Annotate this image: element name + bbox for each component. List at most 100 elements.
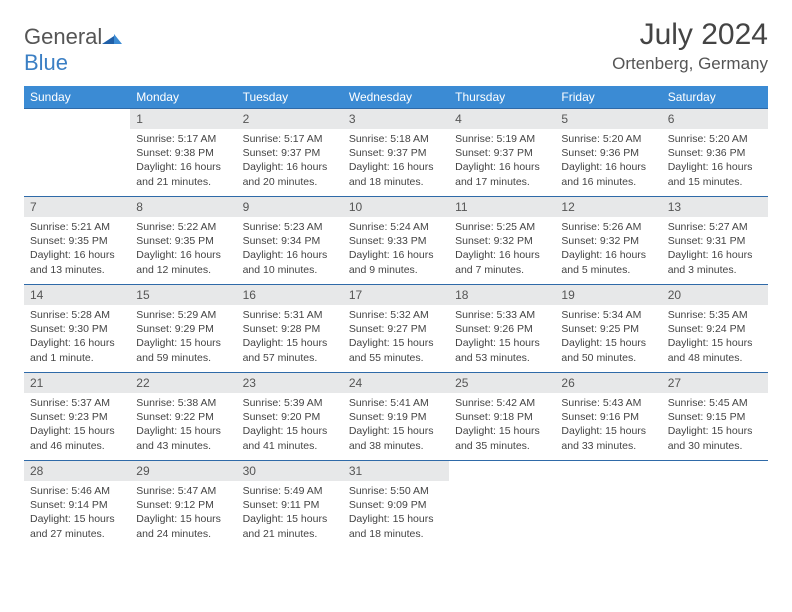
calendar-day-cell: 7Sunrise: 5:21 AMSunset: 9:35 PMDaylight… — [24, 197, 130, 285]
day-details: Sunrise: 5:23 AMSunset: 9:34 PMDaylight:… — [237, 217, 343, 281]
daylight-text: Daylight: 15 hours and 24 minutes. — [136, 512, 230, 540]
day-details: Sunrise: 5:39 AMSunset: 9:20 PMDaylight:… — [237, 393, 343, 457]
day-details: Sunrise: 5:42 AMSunset: 9:18 PMDaylight:… — [449, 393, 555, 457]
day-number — [662, 461, 768, 467]
day-number — [24, 109, 130, 115]
sunset-text: Sunset: 9:37 PM — [455, 146, 549, 160]
daylight-text: Daylight: 15 hours and 30 minutes. — [668, 424, 762, 452]
day-number — [555, 461, 661, 467]
sunset-text: Sunset: 9:25 PM — [561, 322, 655, 336]
calendar-day-cell: 2Sunrise: 5:17 AMSunset: 9:37 PMDaylight… — [237, 109, 343, 197]
sunset-text: Sunset: 9:30 PM — [30, 322, 124, 336]
month-title: July 2024 — [612, 18, 768, 52]
daylight-text: Daylight: 16 hours and 9 minutes. — [349, 248, 443, 276]
calendar-header-row: SundayMondayTuesdayWednesdayThursdayFrid… — [24, 86, 768, 109]
day-details: Sunrise: 5:25 AMSunset: 9:32 PMDaylight:… — [449, 217, 555, 281]
sunrise-text: Sunrise: 5:34 AM — [561, 308, 655, 322]
daylight-text: Daylight: 16 hours and 13 minutes. — [30, 248, 124, 276]
sunset-text: Sunset: 9:35 PM — [30, 234, 124, 248]
daylight-text: Daylight: 16 hours and 3 minutes. — [668, 248, 762, 276]
sunrise-text: Sunrise: 5:37 AM — [30, 396, 124, 410]
day-details: Sunrise: 5:38 AMSunset: 9:22 PMDaylight:… — [130, 393, 236, 457]
daylight-text: Daylight: 16 hours and 1 minute. — [30, 336, 124, 364]
sunset-text: Sunset: 9:38 PM — [136, 146, 230, 160]
calendar-day-cell: 23Sunrise: 5:39 AMSunset: 9:20 PMDayligh… — [237, 373, 343, 461]
calendar-day-cell: 16Sunrise: 5:31 AMSunset: 9:28 PMDayligh… — [237, 285, 343, 373]
day-number: 6 — [662, 109, 768, 129]
day-details: Sunrise: 5:46 AMSunset: 9:14 PMDaylight:… — [24, 481, 130, 545]
weekday-header: Thursday — [449, 86, 555, 109]
sunset-text: Sunset: 9:36 PM — [561, 146, 655, 160]
day-details: Sunrise: 5:21 AMSunset: 9:35 PMDaylight:… — [24, 217, 130, 281]
calendar-table: SundayMondayTuesdayWednesdayThursdayFrid… — [24, 86, 768, 549]
day-number: 9 — [237, 197, 343, 217]
calendar-day-cell: 29Sunrise: 5:47 AMSunset: 9:12 PMDayligh… — [130, 461, 236, 549]
day-details: Sunrise: 5:17 AMSunset: 9:38 PMDaylight:… — [130, 129, 236, 193]
calendar-day-cell: 10Sunrise: 5:24 AMSunset: 9:33 PMDayligh… — [343, 197, 449, 285]
day-number: 4 — [449, 109, 555, 129]
daylight-text: Daylight: 15 hours and 53 minutes. — [455, 336, 549, 364]
calendar-day-cell: 15Sunrise: 5:29 AMSunset: 9:29 PMDayligh… — [130, 285, 236, 373]
calendar-day-cell: 22Sunrise: 5:38 AMSunset: 9:22 PMDayligh… — [130, 373, 236, 461]
sunrise-text: Sunrise: 5:31 AM — [243, 308, 337, 322]
day-details: Sunrise: 5:24 AMSunset: 9:33 PMDaylight:… — [343, 217, 449, 281]
calendar-week-row: 1Sunrise: 5:17 AMSunset: 9:38 PMDaylight… — [24, 109, 768, 197]
logo-mark-icon — [102, 24, 122, 50]
sunset-text: Sunset: 9:37 PM — [243, 146, 337, 160]
weekday-header: Saturday — [662, 86, 768, 109]
sunset-text: Sunset: 9:12 PM — [136, 498, 230, 512]
daylight-text: Daylight: 16 hours and 12 minutes. — [136, 248, 230, 276]
day-details: Sunrise: 5:29 AMSunset: 9:29 PMDaylight:… — [130, 305, 236, 369]
day-number: 13 — [662, 197, 768, 217]
daylight-text: Daylight: 16 hours and 21 minutes. — [136, 160, 230, 188]
sunset-text: Sunset: 9:15 PM — [668, 410, 762, 424]
calendar-day-cell: 11Sunrise: 5:25 AMSunset: 9:32 PMDayligh… — [449, 197, 555, 285]
sunrise-text: Sunrise: 5:27 AM — [668, 220, 762, 234]
daylight-text: Daylight: 16 hours and 18 minutes. — [349, 160, 443, 188]
sunrise-text: Sunrise: 5:26 AM — [561, 220, 655, 234]
sunrise-text: Sunrise: 5:39 AM — [243, 396, 337, 410]
calendar-week-row: 14Sunrise: 5:28 AMSunset: 9:30 PMDayligh… — [24, 285, 768, 373]
calendar-day-cell: 31Sunrise: 5:50 AMSunset: 9:09 PMDayligh… — [343, 461, 449, 549]
day-details: Sunrise: 5:43 AMSunset: 9:16 PMDaylight:… — [555, 393, 661, 457]
sunrise-text: Sunrise: 5:33 AM — [455, 308, 549, 322]
daylight-text: Daylight: 15 hours and 48 minutes. — [668, 336, 762, 364]
day-details: Sunrise: 5:34 AMSunset: 9:25 PMDaylight:… — [555, 305, 661, 369]
calendar-day-cell: 27Sunrise: 5:45 AMSunset: 9:15 PMDayligh… — [662, 373, 768, 461]
day-number: 15 — [130, 285, 236, 305]
calendar-day-cell: 1Sunrise: 5:17 AMSunset: 9:38 PMDaylight… — [130, 109, 236, 197]
sunrise-text: Sunrise: 5:20 AM — [668, 132, 762, 146]
calendar-day-cell: 17Sunrise: 5:32 AMSunset: 9:27 PMDayligh… — [343, 285, 449, 373]
calendar-day-cell: 13Sunrise: 5:27 AMSunset: 9:31 PMDayligh… — [662, 197, 768, 285]
sunrise-text: Sunrise: 5:49 AM — [243, 484, 337, 498]
sunrise-text: Sunrise: 5:24 AM — [349, 220, 443, 234]
daylight-text: Daylight: 15 hours and 43 minutes. — [136, 424, 230, 452]
daylight-text: Daylight: 15 hours and 41 minutes. — [243, 424, 337, 452]
daylight-text: Daylight: 16 hours and 17 minutes. — [455, 160, 549, 188]
daylight-text: Daylight: 16 hours and 5 minutes. — [561, 248, 655, 276]
sunset-text: Sunset: 9:33 PM — [349, 234, 443, 248]
day-number: 30 — [237, 461, 343, 481]
daylight-text: Daylight: 15 hours and 38 minutes. — [349, 424, 443, 452]
sunrise-text: Sunrise: 5:23 AM — [243, 220, 337, 234]
sunset-text: Sunset: 9:35 PM — [136, 234, 230, 248]
day-number: 23 — [237, 373, 343, 393]
day-number: 20 — [662, 285, 768, 305]
day-details: Sunrise: 5:49 AMSunset: 9:11 PMDaylight:… — [237, 481, 343, 545]
calendar-day-cell: 3Sunrise: 5:18 AMSunset: 9:37 PMDaylight… — [343, 109, 449, 197]
calendar-body: 1Sunrise: 5:17 AMSunset: 9:38 PMDaylight… — [24, 109, 768, 549]
weekday-header: Monday — [130, 86, 236, 109]
day-number: 1 — [130, 109, 236, 129]
calendar-day-cell — [555, 461, 661, 549]
day-number: 7 — [24, 197, 130, 217]
day-number: 17 — [343, 285, 449, 305]
calendar-week-row: 7Sunrise: 5:21 AMSunset: 9:35 PMDaylight… — [24, 197, 768, 285]
sunrise-text: Sunrise: 5:18 AM — [349, 132, 443, 146]
calendar-day-cell: 28Sunrise: 5:46 AMSunset: 9:14 PMDayligh… — [24, 461, 130, 549]
sunrise-text: Sunrise: 5:46 AM — [30, 484, 124, 498]
sunrise-text: Sunrise: 5:28 AM — [30, 308, 124, 322]
day-details: Sunrise: 5:50 AMSunset: 9:09 PMDaylight:… — [343, 481, 449, 545]
day-details: Sunrise: 5:19 AMSunset: 9:37 PMDaylight:… — [449, 129, 555, 193]
day-number: 5 — [555, 109, 661, 129]
sunrise-text: Sunrise: 5:21 AM — [30, 220, 124, 234]
